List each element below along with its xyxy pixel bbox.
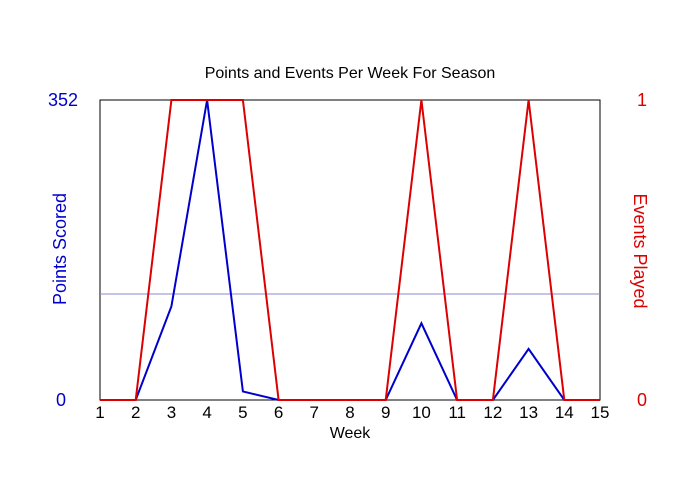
right-axis-label: Events Played xyxy=(630,193,650,308)
x-tick-label: 7 xyxy=(310,403,319,422)
x-tick-label: 11 xyxy=(448,403,466,422)
events-played-line xyxy=(100,99,600,401)
left-tick-min: 0 xyxy=(56,390,66,410)
x-tick-label: 4 xyxy=(202,403,211,422)
left-tick-max: 352 xyxy=(48,90,78,110)
x-axis-label: Week xyxy=(330,425,372,442)
series-layer xyxy=(100,99,600,401)
x-tick-label: 15 xyxy=(591,403,610,422)
x-tick-label: 2 xyxy=(131,403,140,422)
x-tick-label: 8 xyxy=(345,403,354,422)
right-tick-min: 0 xyxy=(637,390,647,410)
x-tick-label: 10 xyxy=(412,403,431,422)
x-tick-label: 6 xyxy=(274,403,283,422)
x-tick-label: 12 xyxy=(483,403,502,422)
left-axis-label: Points Scored xyxy=(50,193,70,305)
x-tick-label: 5 xyxy=(238,403,247,422)
points-scored-line xyxy=(100,99,600,401)
chart-title: Points and Events Per Week For Season xyxy=(205,65,496,82)
x-tick-label: 9 xyxy=(381,403,390,422)
x-tick-label: 3 xyxy=(167,403,176,422)
x-tick-label: 1 xyxy=(95,403,104,422)
right-tick-max: 1 xyxy=(637,90,647,110)
x-tick-labels: 1 2 3 4 5 6 7 8 9 10 11 12 13 14 15 xyxy=(95,403,609,422)
x-tick-label: 13 xyxy=(519,403,538,422)
x-tick-label: 14 xyxy=(555,403,574,422)
